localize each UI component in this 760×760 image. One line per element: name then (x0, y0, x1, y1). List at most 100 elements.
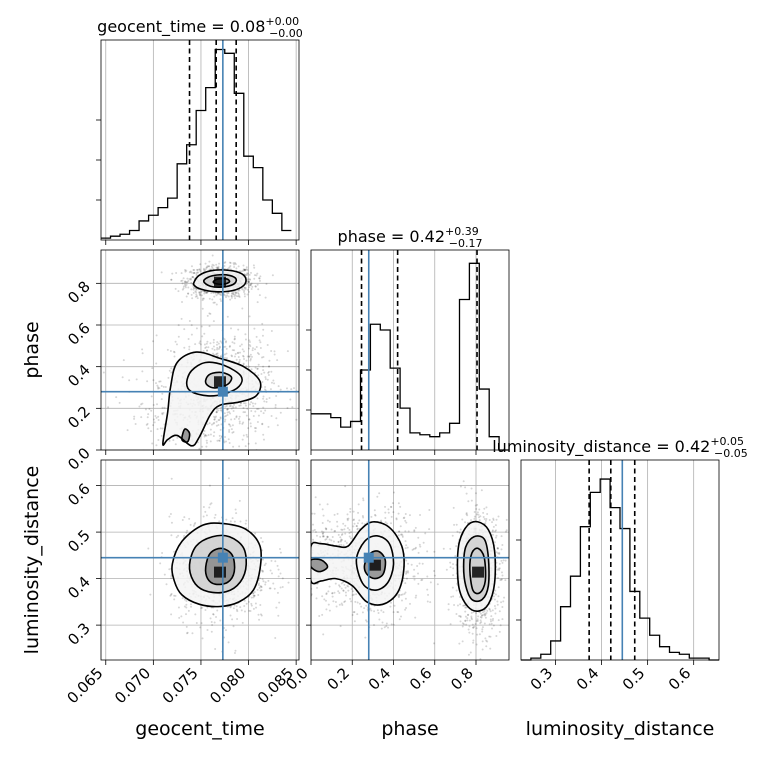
scatter-point (207, 346, 210, 349)
scatter-point (225, 347, 228, 350)
scatter-point (497, 619, 500, 622)
scatter-point (155, 416, 158, 419)
scatter-point (223, 356, 226, 359)
scatter-point (233, 604, 236, 607)
scatter-point (419, 545, 422, 548)
scatter-point (220, 423, 223, 426)
scatter-point (181, 288, 184, 291)
scatter-point (175, 536, 178, 539)
y-tick: 0.4 (64, 573, 101, 602)
scatter-point (301, 547, 303, 549)
scatter-point (260, 589, 263, 592)
contour-line (162, 351, 262, 447)
scatter-point (187, 279, 190, 282)
scatter-point (261, 540, 264, 543)
scatter-point (198, 268, 201, 271)
scatter-point (254, 442, 257, 445)
scatter-point (253, 277, 256, 280)
scatter-point (161, 412, 164, 415)
scatter-point (248, 355, 251, 358)
scatter-point (199, 626, 202, 629)
scatter-point (381, 621, 384, 624)
scatter-point (451, 534, 454, 537)
scatter-point (228, 266, 231, 269)
scatter-point (178, 451, 180, 453)
scatter-point (501, 561, 504, 564)
scatter-point (213, 348, 216, 351)
scatter-point (350, 600, 353, 603)
scatter-point (322, 531, 325, 534)
scatter-point (290, 576, 292, 578)
scatter-point (413, 529, 416, 532)
scatter-point (217, 355, 220, 358)
scatter-point (254, 410, 257, 413)
scatter-point (192, 286, 195, 289)
scatter-point (155, 444, 158, 447)
scatter-point (270, 545, 272, 547)
scatter-point (500, 559, 503, 562)
scatter-point (494, 589, 497, 592)
scatter-point (464, 486, 467, 489)
scatter-point (218, 439, 221, 442)
scatter-point (469, 651, 472, 654)
scatter-point (308, 558, 310, 560)
scatter-point (256, 367, 259, 370)
scatter-point (406, 546, 409, 549)
scatter-point (183, 346, 186, 349)
scatter-point (500, 578, 503, 581)
scatter-point (233, 263, 236, 266)
scatter-point (187, 292, 190, 295)
scatter-point (358, 602, 361, 605)
scatter-point (349, 507, 352, 510)
scatter-point (495, 529, 498, 532)
scatter-point (245, 268, 248, 271)
scatter-point (124, 450, 126, 452)
scatter-point (285, 545, 287, 547)
scatter-point (271, 274, 274, 277)
scatter-point (212, 613, 215, 616)
scatter-point (252, 264, 255, 267)
scatter-point (252, 594, 255, 597)
scatter-point (276, 591, 279, 594)
scatter-point (254, 285, 257, 288)
scatter-point (170, 575, 173, 578)
scatter-point (177, 606, 180, 609)
scatter-point (453, 523, 456, 526)
scatter-point (419, 513, 422, 516)
scatter-point (225, 296, 228, 299)
scatter-point (397, 512, 400, 515)
scatter-point (384, 511, 387, 514)
scatter-point (485, 639, 488, 642)
scatter-point (218, 439, 221, 442)
scatter-point (203, 292, 206, 295)
title-plus: +0.05 (710, 435, 744, 448)
scatter-point (199, 294, 202, 297)
scatter-point (208, 312, 211, 315)
scatter-point (212, 292, 215, 295)
scatter-point (355, 593, 358, 596)
scatter-point (215, 420, 218, 423)
scatter-point (181, 279, 184, 282)
scatter-point (453, 603, 456, 606)
scatter-point (265, 398, 268, 401)
scatter-point (233, 338, 236, 341)
scatter-point (193, 523, 196, 526)
y-tick-label: 0.0 (64, 444, 94, 474)
scatter-point (195, 288, 198, 291)
scatter-point (246, 355, 249, 358)
scatter-point (500, 548, 503, 551)
contour-line (181, 428, 191, 443)
scatter-point (389, 605, 392, 608)
x-tick: 0.3 (527, 660, 556, 694)
scatter-point (216, 266, 219, 269)
scatter-point (231, 292, 234, 295)
scatter-point (227, 291, 230, 294)
scatter-point (252, 405, 255, 408)
scatter-point (284, 542, 286, 544)
scatter-point (186, 529, 189, 532)
scatter-point (244, 333, 247, 336)
scatter-point (190, 265, 193, 268)
scatter-point (205, 342, 208, 345)
scatter-point (466, 514, 469, 517)
